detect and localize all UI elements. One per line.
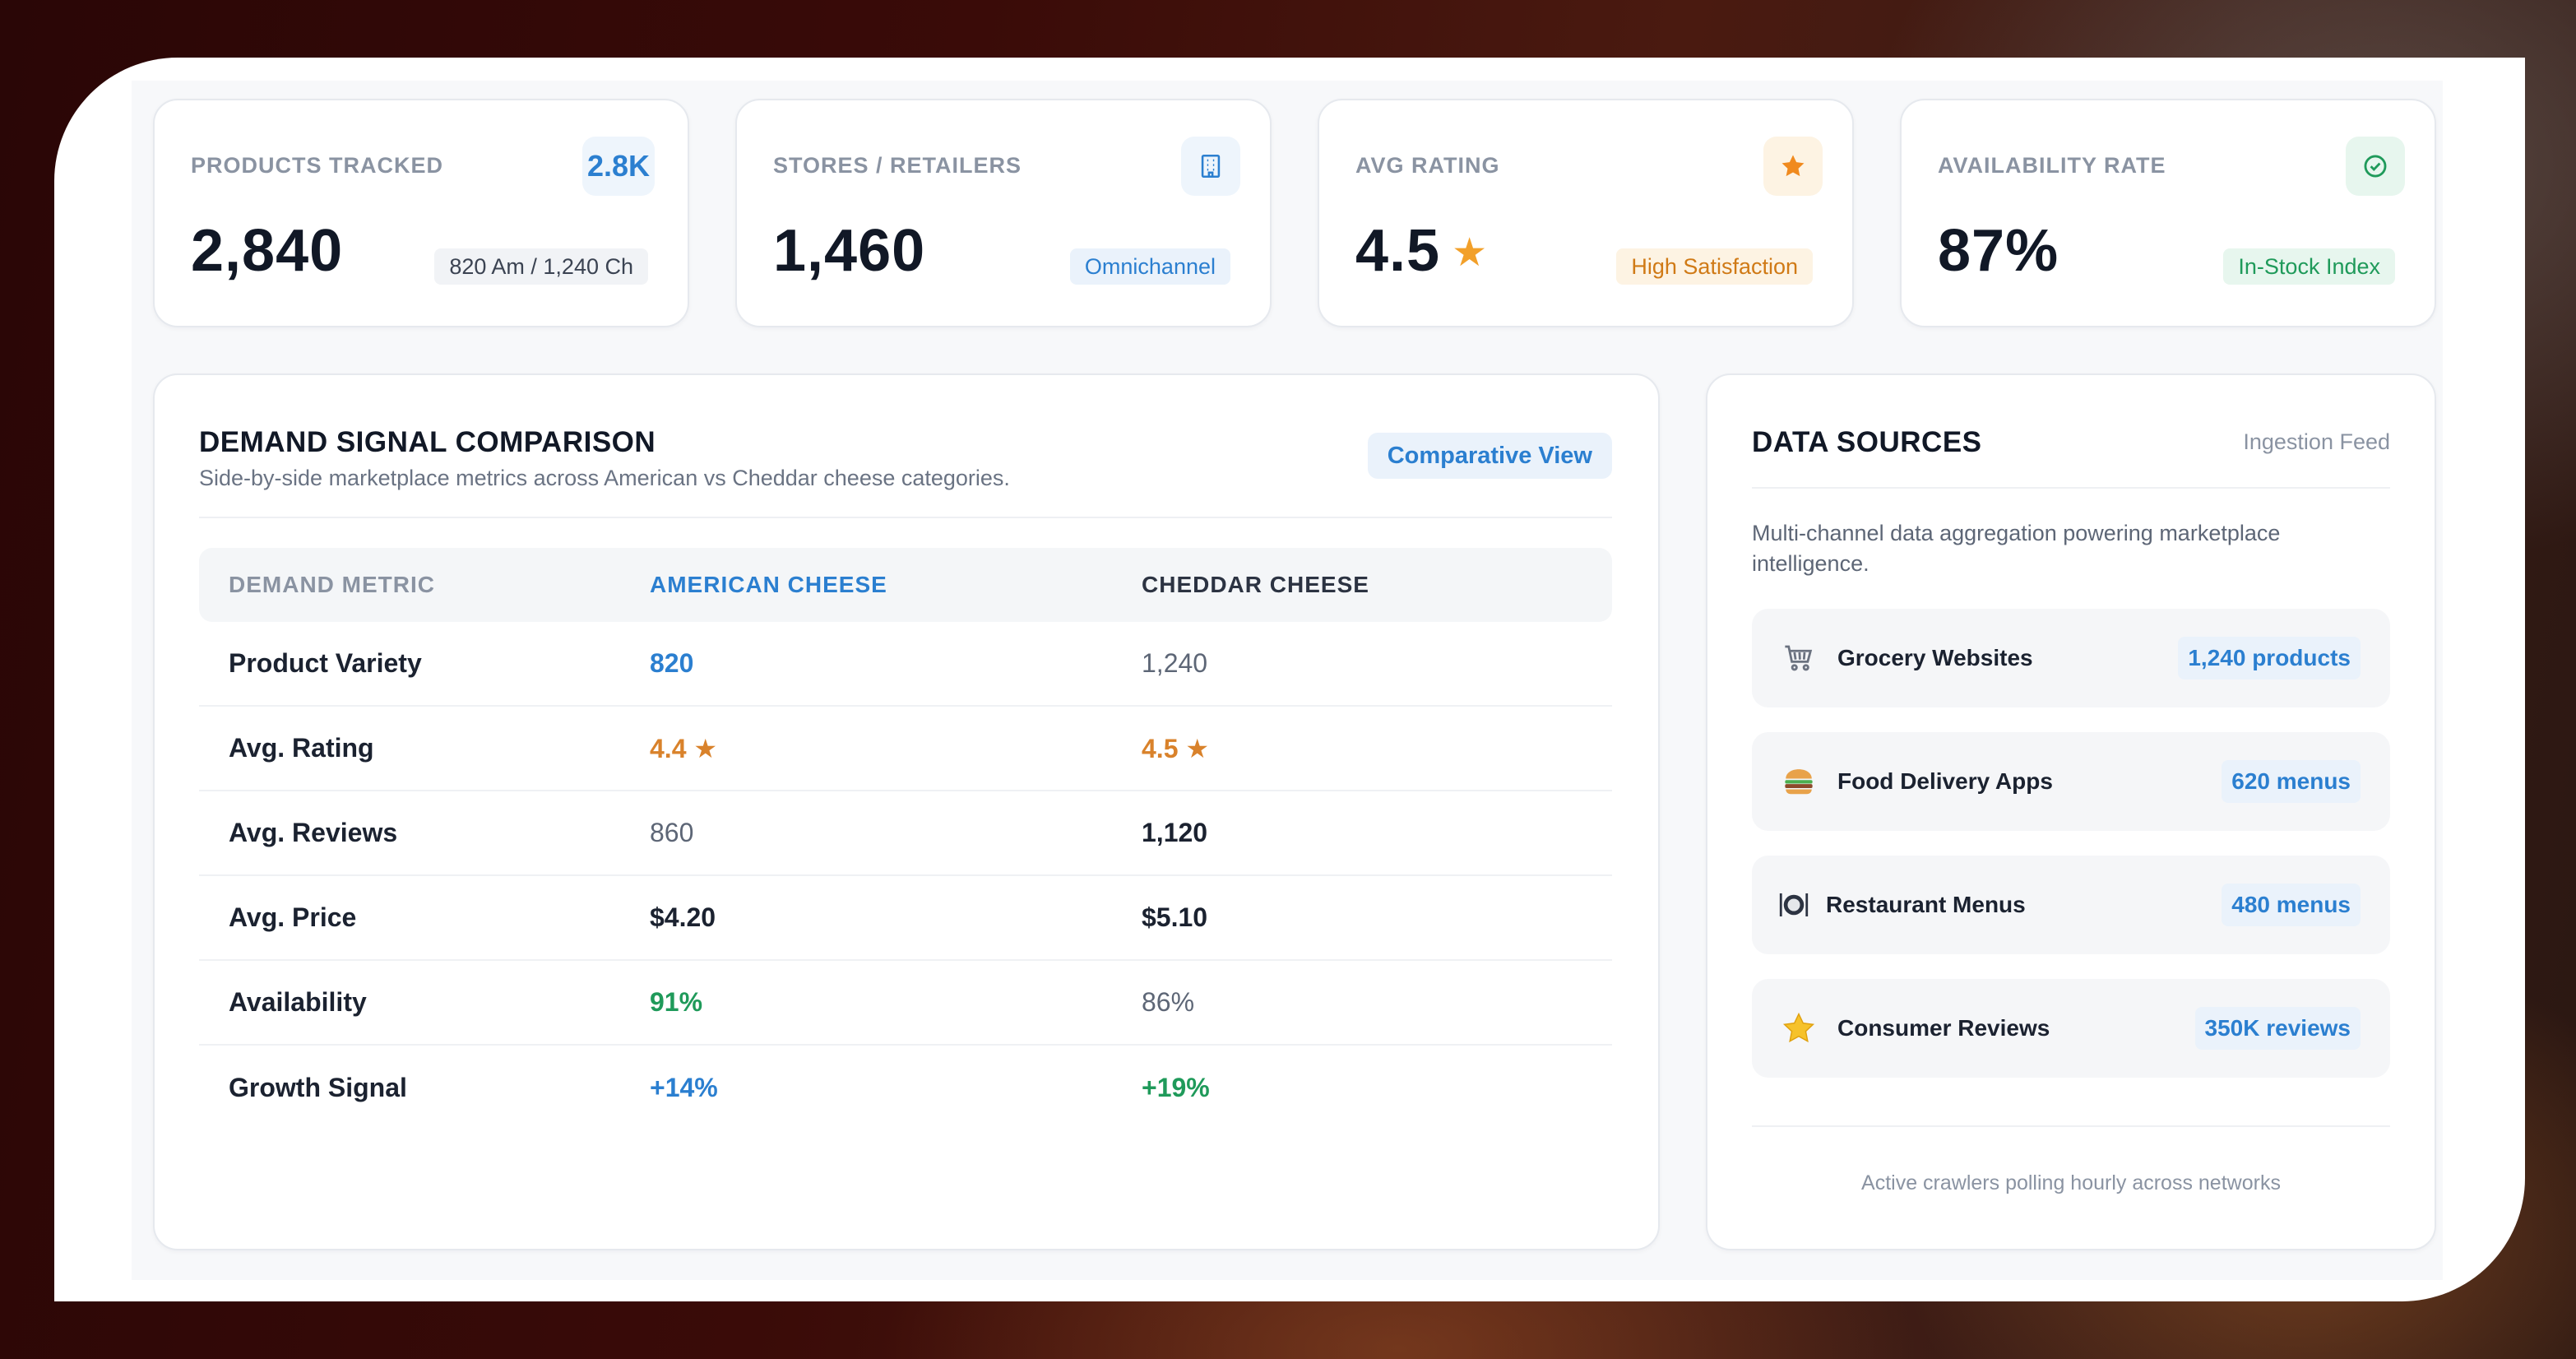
- cheddar-cell: +19%: [1142, 1073, 1210, 1102]
- metric-cell: Availability: [229, 987, 367, 1017]
- divider: [1752, 487, 2390, 489]
- source-grocery-websites[interactable]: Grocery Websites 1,240 products: [1752, 609, 2390, 707]
- comparative-view-button[interactable]: Comparative View: [1367, 433, 1612, 479]
- table-row: Avg. Price $4.20 $5.10: [199, 876, 1612, 961]
- american-cell: 860: [650, 818, 694, 847]
- table-row: Avg. Reviews 860 1,120: [199, 791, 1612, 876]
- ingestion-feed-label: Ingestion Feed: [2243, 429, 2390, 454]
- comparison-table: DEMAND METRIC AMERICAN CHEESE CHEDDAR CH…: [199, 548, 1612, 1130]
- american-cell: 4.4 ★: [650, 733, 718, 763]
- table-row: Product Variety 820 1,240: [199, 622, 1612, 707]
- source-name: Food Delivery Apps: [1837, 768, 2053, 794]
- source-name: Grocery Websites: [1837, 645, 2033, 670]
- demand-subtitle: Side-by-side marketplace metrics across …: [199, 466, 1010, 490]
- cheddar-cell: $5.10: [1142, 902, 1208, 932]
- table-row: Growth Signal +14% +19%: [199, 1046, 1612, 1130]
- source-consumer-reviews[interactable]: Consumer Reviews 350K reviews: [1752, 979, 2390, 1078]
- kpi-label: PRODUCTS TRACKED: [191, 153, 444, 178]
- cheddar-cell: 1,120: [1142, 818, 1208, 847]
- demand-title: DEMAND SIGNAL COMPARISON: [199, 426, 656, 458]
- kpi-stores-retailers: STORES / RETAILERS 1,460 Omnichannel: [735, 99, 1272, 327]
- metric-cell: Growth Signal: [229, 1073, 407, 1102]
- column-header-american: AMERICAN CHEESE: [650, 572, 887, 597]
- divider: [199, 517, 1612, 518]
- kpi-value-number: 4.5: [1355, 218, 1441, 284]
- american-cell: 820: [650, 648, 694, 678]
- kpi-value: 2,840: [191, 218, 344, 284]
- data-sources-card: DATA SOURCES Ingestion Feed Multi-channe…: [1706, 373, 2436, 1250]
- source-restaurant-menus[interactable]: Restaurant Menus 480 menus: [1752, 856, 2390, 954]
- source-name: Restaurant Menus: [1826, 892, 2026, 917]
- kpi-label: AVG RATING: [1355, 153, 1500, 178]
- source-count: 620 menus: [2222, 760, 2361, 803]
- cheddar-cell: 1,240: [1142, 648, 1208, 678]
- sources-title: DATA SOURCES: [1752, 426, 1982, 458]
- kpi-products-tracked: PRODUCTS TRACKED 2.8K 2,840 820 Am / 1,2…: [153, 99, 689, 327]
- kpi-chip: In-Stock Index: [2223, 248, 2395, 285]
- table-row: Avg. Rating 4.4 ★ 4.5 ★: [199, 707, 1612, 791]
- divider: [1752, 1125, 2390, 1127]
- kpi-avg-rating: AVG RATING 4.5 ★ High Satisfaction: [1318, 99, 1854, 327]
- metric-cell: Avg. Reviews: [229, 818, 398, 847]
- sources-description: Multi-channel data aggregation powering …: [1752, 521, 2281, 576]
- column-header-metric: DEMAND METRIC: [229, 572, 435, 597]
- kpi-badge: 2.8K: [581, 137, 655, 196]
- source-name: Consumer Reviews: [1837, 1015, 2050, 1041]
- crawler-status-text: Active crawlers polling hourly across ne…: [1861, 1171, 2281, 1194]
- kpi-label: STORES / RETAILERS: [773, 153, 1022, 178]
- metric-cell: Avg. Rating: [229, 733, 374, 763]
- american-cell: $4.20: [650, 902, 716, 932]
- cheddar-cell: 86%: [1142, 987, 1195, 1017]
- rating-star-icon: ★: [1452, 231, 1489, 275]
- demand-signal-card: DEMAND SIGNAL COMPARISON Side-by-side ma…: [153, 373, 1660, 1250]
- dashboard-canvas: PRODUCTS TRACKED 2.8K 2,840 820 Am / 1,2…: [132, 81, 2443, 1280]
- burger-icon: [1778, 761, 1819, 802]
- american-cell: +14%: [650, 1073, 718, 1102]
- shopping-cart-icon: [1778, 638, 1819, 679]
- kpi-chip: High Satisfaction: [1616, 248, 1813, 285]
- cheddar-cell: 4.5 ★: [1142, 733, 1210, 763]
- source-count: 350K reviews: [2194, 1007, 2361, 1050]
- star-icon: [1778, 1008, 1819, 1049]
- metric-cell: Avg. Price: [229, 902, 357, 932]
- plate-icon: [1773, 884, 1814, 925]
- american-cell: 91%: [650, 987, 703, 1017]
- kpi-availability-rate: AVAILABILITY RATE 87% In-Stock Index: [1900, 99, 2436, 327]
- table-row: Availability 91% 86%: [199, 961, 1612, 1046]
- metric-cell: Product Variety: [229, 648, 422, 678]
- building-icon: [1181, 137, 1240, 196]
- source-count: 1,240 products: [2178, 637, 2361, 680]
- source-count: 480 menus: [2222, 884, 2361, 926]
- star-icon: [1763, 137, 1823, 196]
- kpi-value: 4.5 ★: [1355, 217, 1488, 285]
- table-header: DEMAND METRIC AMERICAN CHEESE CHEDDAR CH…: [199, 548, 1612, 622]
- column-header-cheddar: CHEDDAR CHEESE: [1142, 572, 1369, 597]
- kpi-label: AVAILABILITY RATE: [1938, 153, 2166, 178]
- kpi-value: 1,460: [773, 218, 926, 284]
- kpi-chip: 820 Am / 1,240 Ch: [434, 248, 648, 285]
- check-circle-icon: [2346, 137, 2405, 196]
- source-food-delivery-apps[interactable]: Food Delivery Apps 620 menus: [1752, 732, 2390, 831]
- kpi-chip: Omnichannel: [1069, 248, 1230, 285]
- kpi-value: 87%: [1938, 218, 2059, 284]
